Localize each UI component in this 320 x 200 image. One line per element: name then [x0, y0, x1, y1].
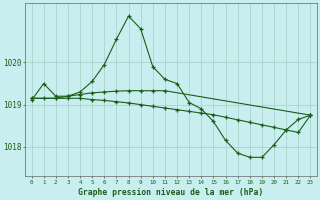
X-axis label: Graphe pression niveau de la mer (hPa): Graphe pression niveau de la mer (hPa) [78, 188, 264, 197]
